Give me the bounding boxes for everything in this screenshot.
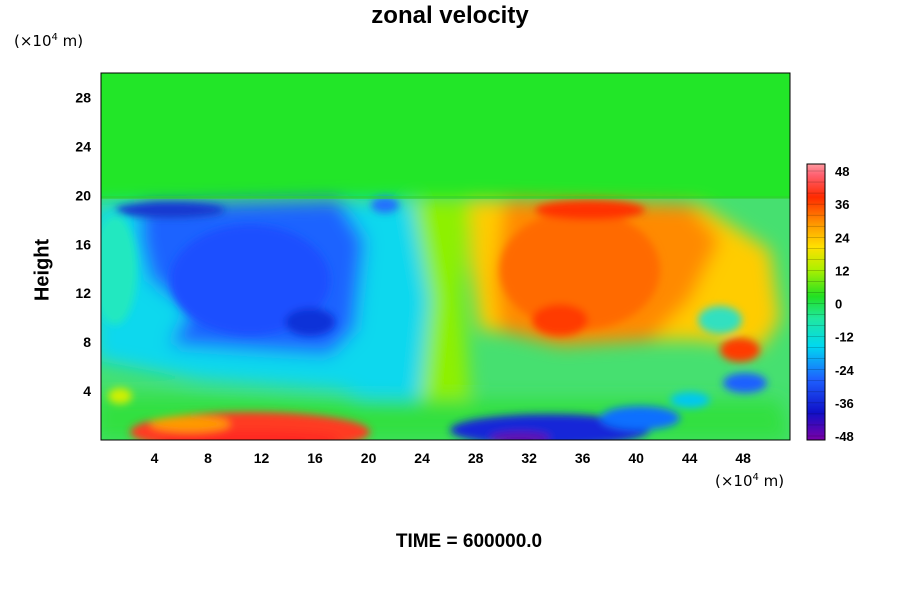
colorbar-tick-labels: 48 36 24 12 0 -12 -24 -36 -48	[835, 164, 855, 444]
colorbar-tick-label: 24	[835, 230, 850, 245]
time-label: TIME = 600000.0	[395, 531, 543, 552]
colorbar-tick-label: 36	[835, 197, 849, 212]
y-tick-label: 8	[83, 334, 91, 350]
x-tick-label: 4	[151, 450, 159, 466]
y-tick-label: 20	[75, 187, 91, 203]
x-tick-label: 8	[204, 450, 212, 466]
colorbar-tick-label: -12	[835, 330, 854, 345]
y-tick-labels: 4 8 12 16 20 24 28	[75, 89, 91, 399]
colorbar-tick-label: -24	[835, 363, 855, 378]
x-tick-label: 48	[735, 450, 751, 466]
colorbar-tick-label: 0	[835, 297, 842, 312]
x-axis-unit: (×104 m)	[715, 472, 784, 490]
x-unit-tail: m)	[758, 472, 785, 490]
x-tick-label: 44	[682, 450, 698, 466]
x-tick-label: 12	[254, 450, 270, 466]
y-tick-label: 24	[75, 138, 91, 154]
x-tick-label: 16	[307, 450, 323, 466]
y-tick-label: 4	[83, 383, 91, 399]
x-tick-label: 36	[575, 450, 591, 466]
y-unit-base: (×10	[14, 32, 52, 50]
y-axis-unit: (×104 m)	[14, 32, 83, 50]
colorbar-level-lines	[807, 170, 825, 437]
x-unit-base: (×10	[715, 472, 753, 490]
x-tick-label: 20	[361, 450, 377, 466]
x-unit-exponent: 4	[752, 472, 759, 483]
x-tick-labels: 4 8 12 16 20 24 28 32 36 40 44 48	[151, 450, 752, 466]
y-tick-label: 16	[75, 236, 91, 252]
colorbar-tick-label: -36	[835, 396, 854, 411]
colorbar-tick-label: 48	[835, 164, 849, 179]
x-tick-label: 28	[468, 450, 484, 466]
x-tick-label: 40	[628, 450, 644, 466]
velocity-field	[101, 73, 790, 440]
x-tick-label: 24	[414, 450, 430, 466]
colorbar-tick-label: 12	[835, 263, 849, 278]
y-tick-label: 12	[75, 285, 91, 301]
chart-title: zonal velocity	[371, 2, 529, 29]
colorbar	[806, 163, 826, 441]
y-tick-label: 28	[75, 89, 91, 105]
colorbar-tick-label: -48	[835, 429, 854, 444]
plot-frame	[100, 72, 791, 441]
y-unit-tail: m)	[57, 32, 84, 50]
x-tick-label: 32	[521, 450, 537, 466]
y-unit-exponent: 4	[51, 32, 58, 43]
